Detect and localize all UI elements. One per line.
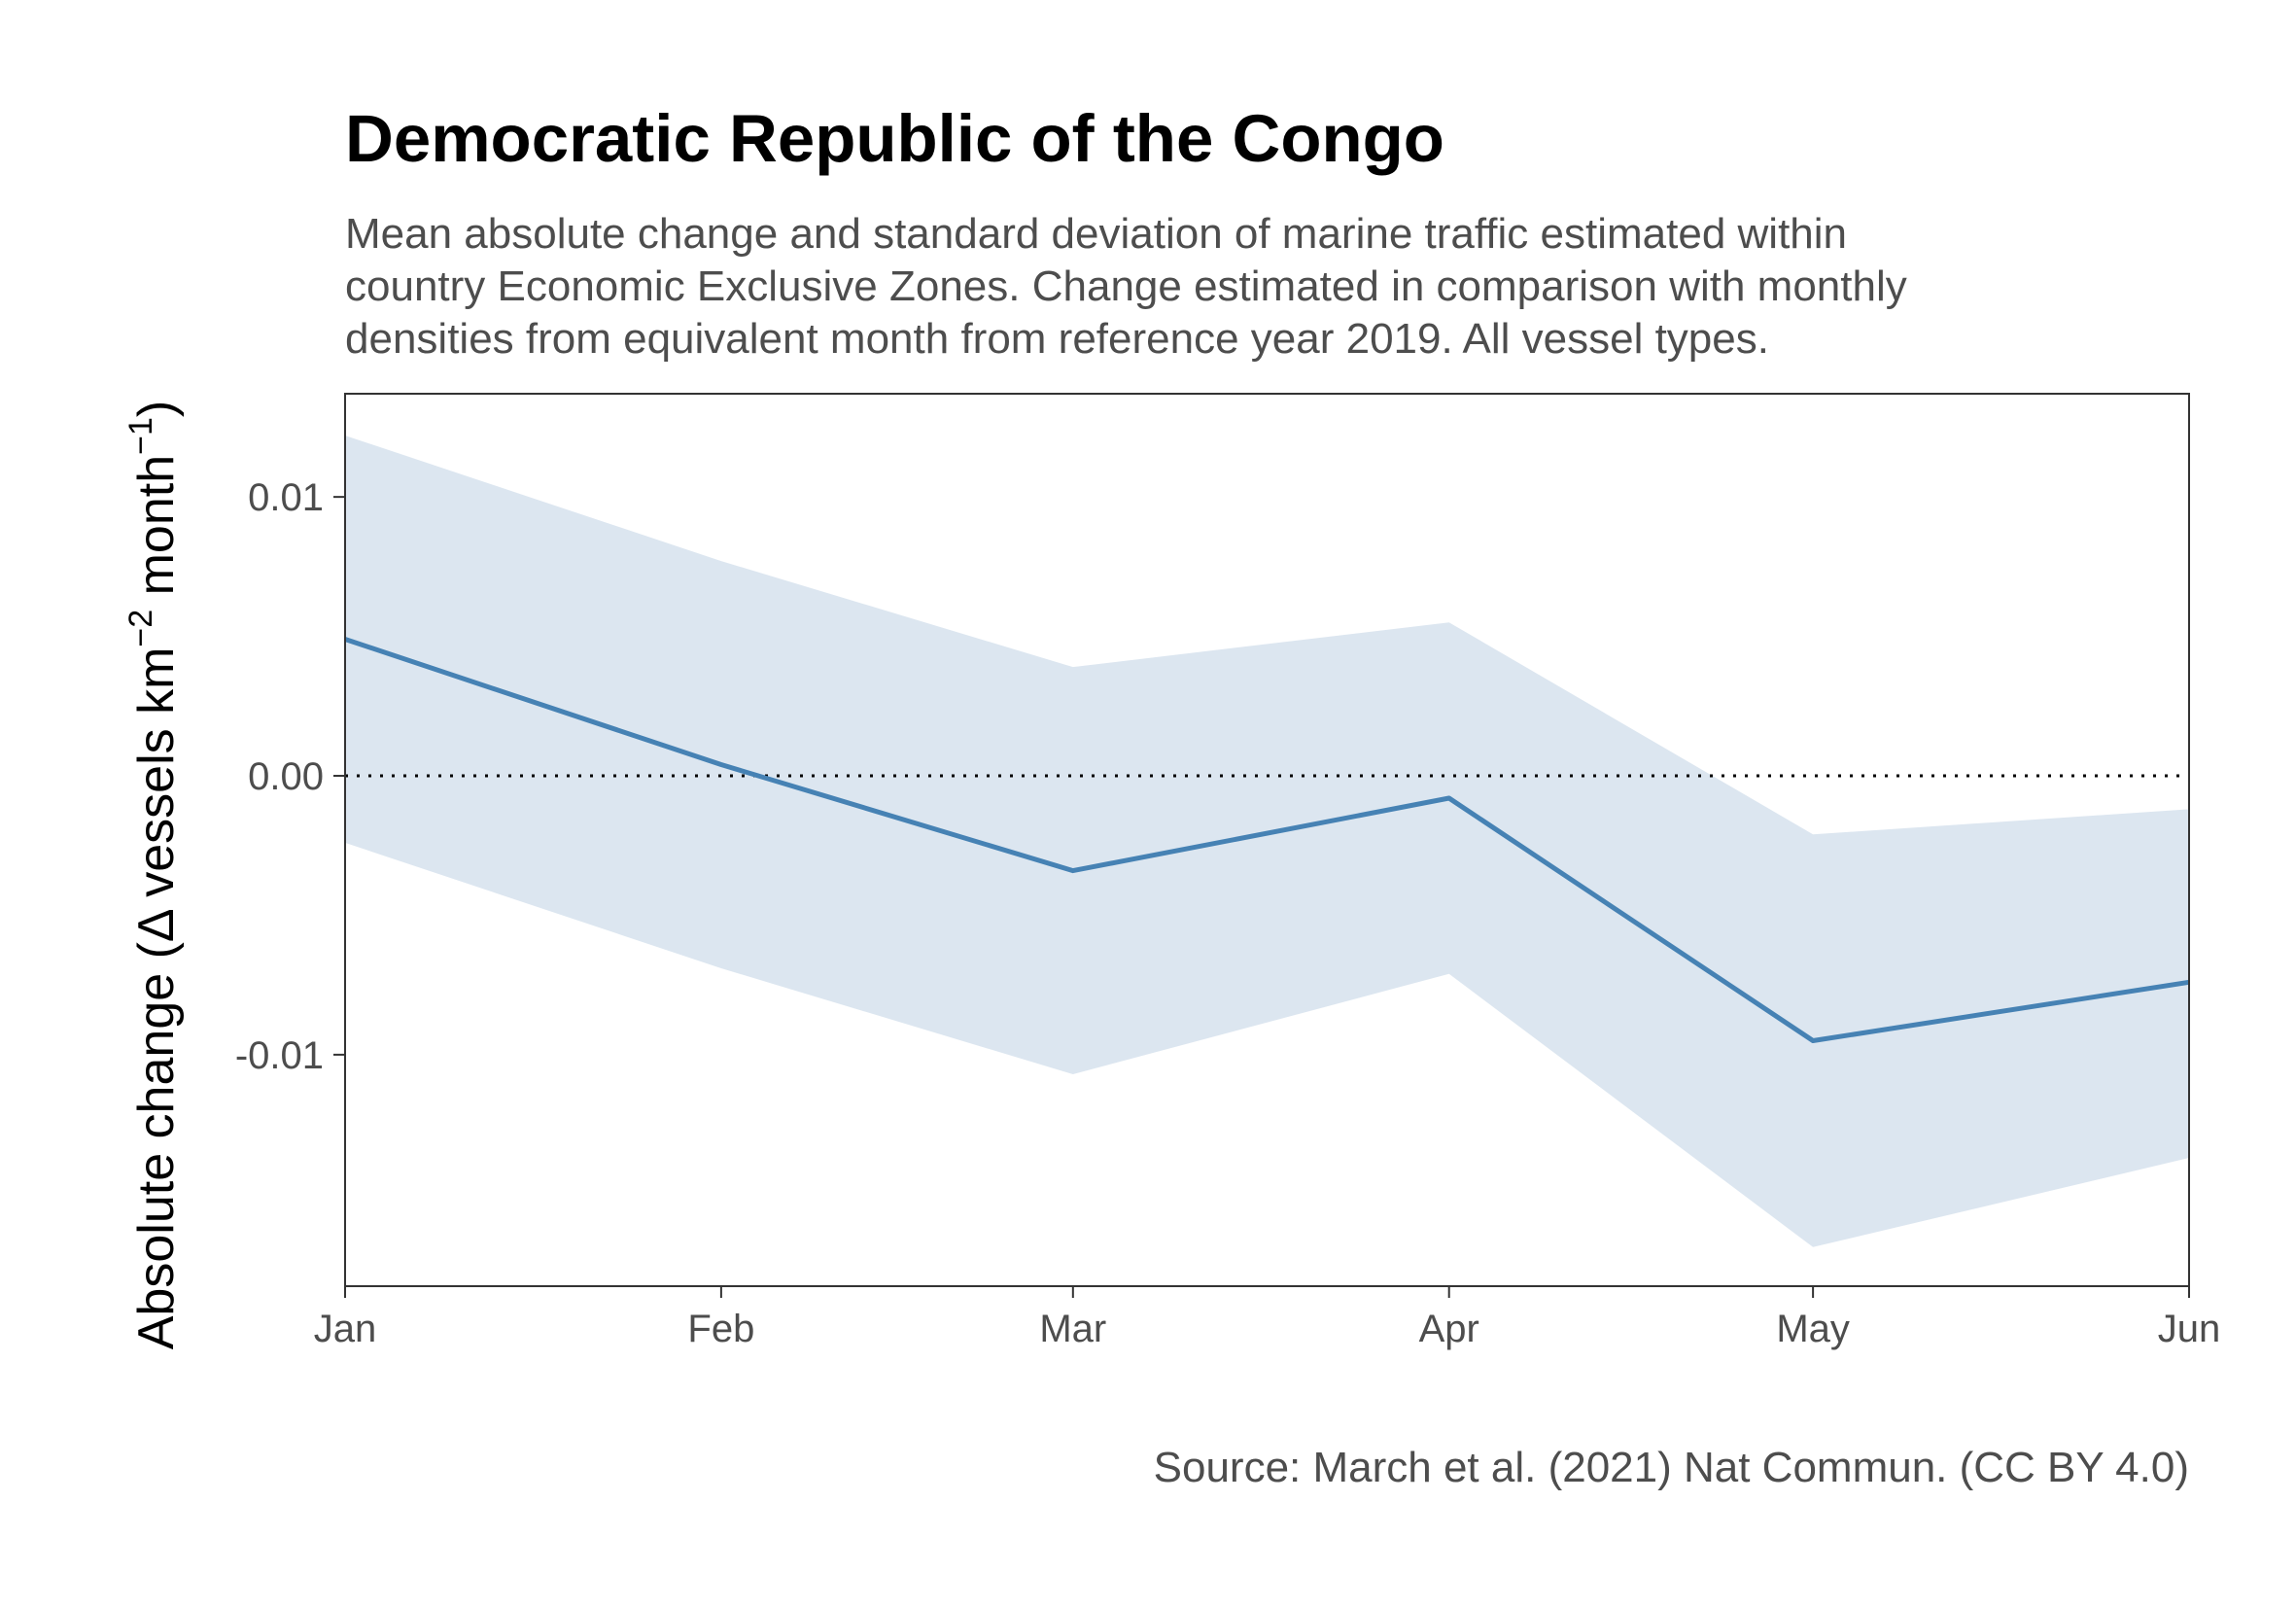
x-tick-label: Mar xyxy=(1039,1308,1106,1350)
plot-area: -0.01 0.00 0.01 Jan Feb Mar Apr May Jun xyxy=(235,393,2221,1350)
subtitle-line: densities from equivalent month from ref… xyxy=(345,315,1769,363)
subtitle-line: Mean absolute change and standard deviat… xyxy=(345,210,1848,258)
x-tick-label: Feb xyxy=(687,1308,754,1350)
x-tick-label: Apr xyxy=(1419,1308,1479,1350)
y-tick-label: 0.00 xyxy=(248,755,324,798)
y-tick-label: -0.01 xyxy=(235,1034,324,1077)
x-tick-label: Jan xyxy=(314,1308,377,1350)
subtitle-line: country Economic Exclusive Zones. Change… xyxy=(345,262,1907,310)
y-tick-label: 0.01 xyxy=(248,476,324,519)
chart-subtitle: Mean absolute change and standard deviat… xyxy=(345,208,2192,366)
chart-caption: Source: March et al. (2021) Nat Commun. … xyxy=(1153,1444,2189,1491)
panel-border xyxy=(344,393,2190,1287)
y-axis-title: Absolute change (Δ vessels km−2 month−1) xyxy=(122,401,185,1350)
sd-ribbon xyxy=(345,436,2189,1247)
chart-title: Democratic Republic of the Congo xyxy=(345,101,1444,176)
x-tick-label: May xyxy=(1776,1308,1850,1350)
mean-change-line xyxy=(344,637,2190,1043)
x-tick-label: Jun xyxy=(2158,1308,2221,1350)
